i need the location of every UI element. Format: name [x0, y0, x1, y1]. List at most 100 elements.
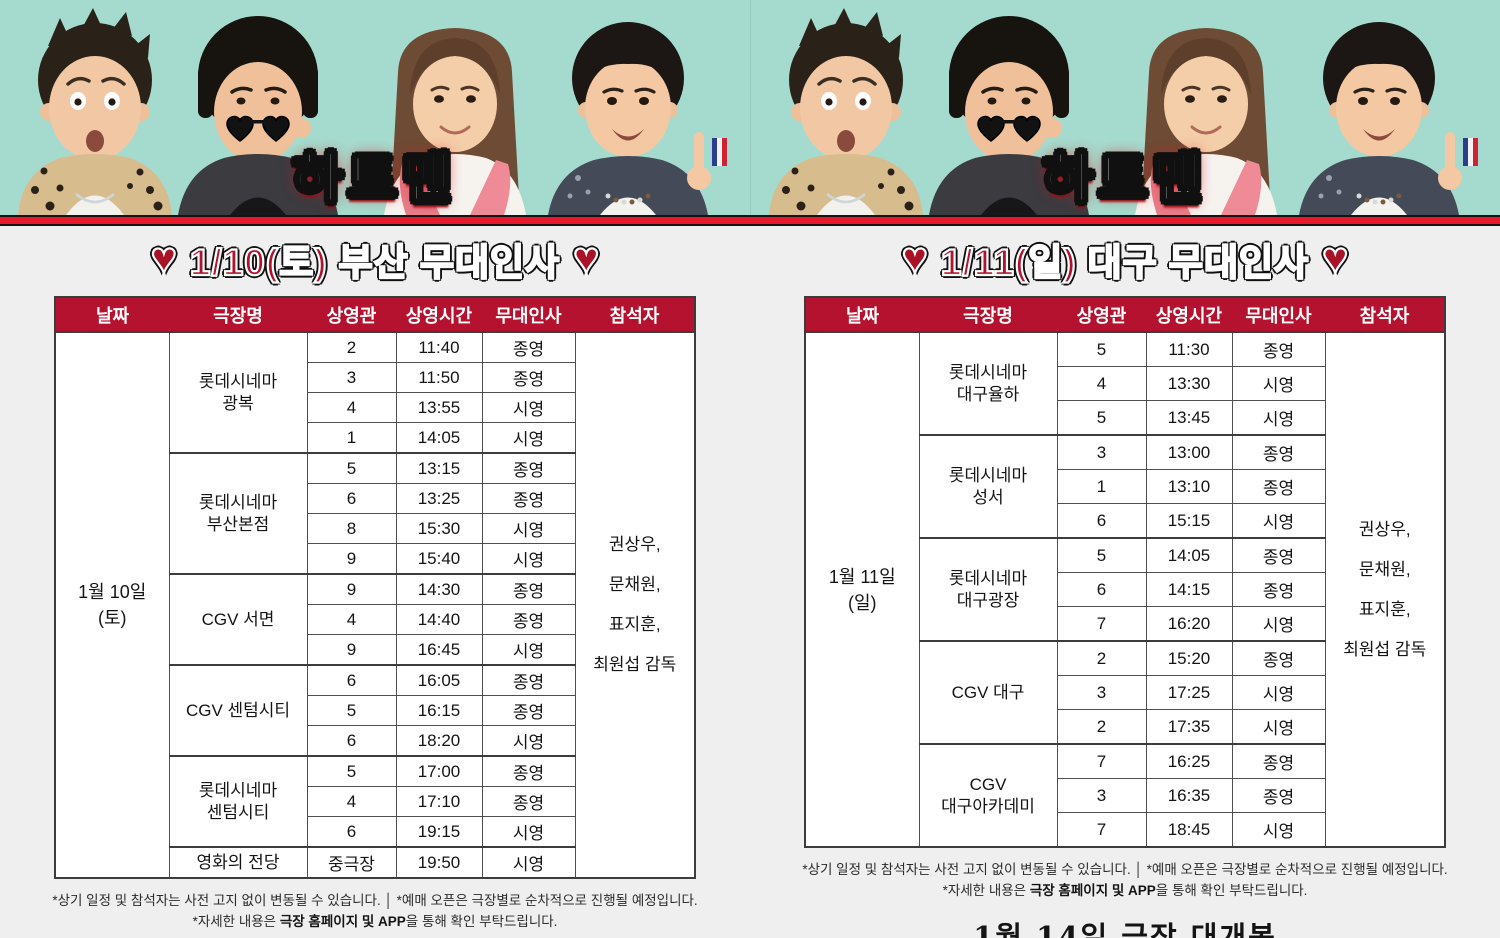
table-row: CGV 센텀시티 6 16:05 종영	[55, 664, 695, 757]
theater-cell: CGV 대구아카데미	[918, 743, 1058, 848]
table-row: 4 13:55 시영	[55, 392, 695, 423]
theater-cell: 롯데시네마 대구광장	[918, 537, 1058, 642]
footnotes: *상기 일정 및 참석자는 사전 고지 없이 변동될 수 있습니다. │ *예매…	[750, 859, 1500, 901]
header-cell: 참석자	[1325, 297, 1445, 333]
screen-cell: 5	[1056, 400, 1147, 436]
theater-cell-line: 성서	[972, 487, 1004, 507]
table-row: CGV 대구아카데미 7 16:25 종영	[805, 743, 1445, 848]
stage-cell: 종영	[1231, 572, 1326, 607]
attendees-cell-line: 표지훈,	[608, 615, 661, 634]
time-cell: 17:00	[395, 755, 483, 787]
theater-cell: CGV 서면	[168, 573, 308, 666]
table-row: 4 13:30 시영	[805, 366, 1445, 401]
stage-cell: 종영	[481, 573, 576, 605]
screen-cell: 3	[306, 362, 397, 393]
time-cell: 16:05	[395, 664, 483, 696]
theater-cell-line: 롯데시네마	[948, 465, 1028, 485]
table-row: 롯데시네마 성서 3 13:00 종영	[805, 434, 1445, 539]
screen-cell: 6	[306, 816, 397, 848]
heart-icon: ♥	[150, 234, 178, 283]
date-cell-line: 1월 10일	[78, 582, 147, 602]
table-row: 3 16:35 종영	[805, 778, 1445, 813]
screen-cell: 6	[1056, 503, 1147, 539]
table-row: 8 15:30 시영	[55, 513, 695, 544]
time-cell: 13:45	[1145, 400, 1233, 436]
theater-cell-line: 롯데시네마	[948, 362, 1028, 382]
time-cell: 15:30	[395, 513, 483, 544]
screen-cell: 4	[306, 392, 397, 423]
stage-cell: 시영	[1231, 503, 1326, 539]
stage-cell: 종영	[481, 664, 576, 696]
screen-cell: 중극장	[306, 846, 397, 879]
stage-cell: 시영	[481, 422, 576, 454]
header-cell: 참석자	[575, 297, 695, 333]
time-cell: 13:55	[395, 392, 483, 423]
screen-cell: 9	[306, 634, 397, 666]
time-cell: 13:25	[395, 483, 483, 514]
table-row: 영화의 전당 중극장 19:50 시영	[55, 846, 695, 879]
theater-cell: CGV 센텀시티	[168, 664, 308, 757]
time-cell: 18:20	[395, 725, 483, 757]
banner-half-left: 하트맨	[0, 0, 750, 215]
table-row: 롯데시네마 대구광장 5 14:05 종영	[805, 537, 1445, 642]
date-cell: 1월 11일 (일)	[804, 331, 920, 848]
schedule-content: ♥ 1/10(토) 부산 무대인사 ♥ 날짜 극장명 상영관 상영시간 무대인사 참석자 1…	[0, 226, 1500, 938]
screen-cell: 2	[306, 331, 397, 363]
table-row: 3 17:25 시영	[805, 675, 1445, 710]
schedule-table-busan: 날짜 극장명 상영관 상영시간 무대인사 참석자 1월 10일 (토) 롯데시네마 광복 2 11:4…	[54, 296, 696, 879]
stage-cell: 시영	[1231, 366, 1326, 401]
banner-half-right: 하트맨	[749, 0, 1500, 215]
header-cell: 극장명	[919, 297, 1057, 333]
date-cell-line: (일)	[847, 592, 877, 613]
time-cell: 13:00	[1145, 434, 1233, 470]
theater-cell: 롯데시네마 성서	[918, 434, 1058, 539]
screen-cell: 6	[306, 483, 397, 514]
footnote-1: *상기 일정 및 참석자는 사전 고지 없이 변동될 수 있습니다. │ *예매…	[52, 893, 698, 908]
stage-cell: 종영	[1231, 434, 1326, 470]
date-cell-line: (토)	[97, 608, 127, 628]
stage-cell: 종영	[481, 604, 576, 635]
screen-cell: 1	[1056, 469, 1147, 504]
footnotes: *상기 일정 및 참석자는 사전 고지 없이 변동될 수 있습니다. │ *예매…	[0, 890, 750, 932]
attendees-cell: 권상우, 문채원, 표지훈, 최원섭 감독	[1324, 331, 1446, 848]
screen-cell: 3	[1056, 778, 1147, 813]
screen-cell: 5	[306, 755, 397, 787]
stage-cell: 종영	[481, 483, 576, 514]
header-cell: 무대인사	[482, 297, 575, 333]
title-date: 1/10(토)	[189, 241, 328, 284]
heart-icon: ♥	[901, 234, 929, 283]
table-row: 7 16:20 시영	[805, 606, 1445, 642]
stage-cell: 시영	[481, 634, 576, 666]
time-cell: 16:25	[1145, 743, 1233, 779]
table-row: 6 13:25 종영	[55, 483, 695, 514]
screen-cell: 5	[1056, 537, 1147, 573]
stage-cell: 종영	[481, 362, 576, 393]
attendees-cell-line: 표지훈,	[1358, 599, 1411, 619]
screen-cell: 5	[306, 695, 397, 726]
stage-cell: 종영	[1231, 640, 1326, 676]
time-cell: 11:50	[395, 362, 483, 393]
time-cell: 17:35	[1145, 709, 1233, 745]
screen-cell: 4	[306, 786, 397, 817]
attendees-cell-line: 문채원,	[608, 575, 661, 594]
screen-cell: 8	[306, 513, 397, 544]
time-cell: 17:10	[395, 786, 483, 817]
time-cell: 13:10	[1145, 469, 1233, 504]
time-cell: 13:15	[395, 452, 483, 484]
screen-cell: 7	[1056, 812, 1147, 848]
table-row: 1월 10일 (토) 롯데시네마 광복 2 11:40 종영 권상우, 문채원, 표지훈, 최원섭 …	[54, 331, 696, 879]
time-cell: 14:05	[395, 422, 483, 454]
theater-cell: 롯데시네마 대구율하	[918, 331, 1058, 436]
heartman-logo: 하트맨	[1042, 148, 1208, 211]
header-cell: 극장명	[169, 297, 307, 333]
screen-cell: 5	[306, 452, 397, 484]
theater-cell-line: CGV	[969, 774, 1007, 794]
table-row: 1월 11일 (일) 롯데시네마 대구율하 5 11:30 종영 권상우, 문채원, 표지훈, 최원…	[804, 331, 1446, 848]
stage-cell: 종영	[1231, 778, 1326, 813]
time-cell: 15:20	[1145, 640, 1233, 676]
theater-cell-line: 롯데시네마	[198, 371, 278, 391]
header-cell: 날짜	[55, 297, 169, 333]
table-row: CGV 대구 2 15:20 종영	[805, 640, 1445, 745]
attendees-cell-line: 최원섭 감독	[593, 655, 677, 674]
screen-cell: 3	[1056, 675, 1147, 710]
